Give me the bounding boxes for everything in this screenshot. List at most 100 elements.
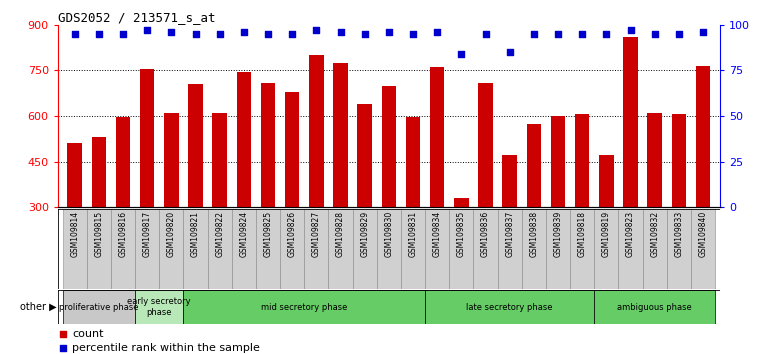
Point xyxy=(262,31,274,37)
Text: GSM109824: GSM109824 xyxy=(239,211,249,257)
Bar xyxy=(261,82,275,207)
Point xyxy=(697,29,709,35)
Bar xyxy=(188,84,203,207)
Bar xyxy=(68,143,82,207)
Bar xyxy=(696,66,710,207)
Point xyxy=(238,29,250,35)
Bar xyxy=(623,37,638,207)
Point xyxy=(359,31,371,37)
Point xyxy=(600,31,612,37)
Bar xyxy=(478,82,493,207)
Point xyxy=(57,331,69,337)
Text: GSM109830: GSM109830 xyxy=(384,211,393,257)
Text: GSM109819: GSM109819 xyxy=(602,211,611,257)
Bar xyxy=(570,209,594,289)
Bar xyxy=(208,209,232,289)
Bar xyxy=(425,290,594,324)
Text: GSM109820: GSM109820 xyxy=(167,211,176,257)
Text: GSM109817: GSM109817 xyxy=(142,211,152,257)
Point xyxy=(141,27,153,33)
Bar xyxy=(183,209,208,289)
Bar xyxy=(213,113,227,207)
Text: GSM109840: GSM109840 xyxy=(698,211,708,257)
Point xyxy=(407,31,419,37)
Point xyxy=(455,51,467,57)
Text: GSM109827: GSM109827 xyxy=(312,211,321,257)
Point xyxy=(92,31,105,37)
Bar xyxy=(648,113,662,207)
Text: count: count xyxy=(72,329,104,339)
Bar xyxy=(159,209,183,289)
Text: GSM109816: GSM109816 xyxy=(119,211,128,257)
Text: GSM109826: GSM109826 xyxy=(288,211,296,257)
Point xyxy=(286,31,298,37)
Bar xyxy=(135,209,159,289)
Text: GSM109823: GSM109823 xyxy=(626,211,635,257)
Text: GSM109837: GSM109837 xyxy=(505,211,514,257)
Bar xyxy=(353,209,377,289)
Bar xyxy=(503,155,517,207)
Bar xyxy=(329,209,353,289)
Bar xyxy=(599,155,614,207)
Text: GSM109822: GSM109822 xyxy=(215,211,224,257)
Bar xyxy=(594,290,715,324)
Text: other ▶: other ▶ xyxy=(20,302,56,312)
Bar xyxy=(474,209,497,289)
Point xyxy=(57,346,69,351)
Point xyxy=(504,49,516,55)
Point xyxy=(552,31,564,37)
Text: proliferative phase: proliferative phase xyxy=(59,303,139,312)
Text: GSM109832: GSM109832 xyxy=(650,211,659,257)
Point xyxy=(69,31,81,37)
Text: early secretory
phase: early secretory phase xyxy=(128,297,191,317)
Point xyxy=(480,31,492,37)
Point xyxy=(624,27,637,33)
Bar xyxy=(527,124,541,207)
Bar xyxy=(164,113,179,207)
Bar xyxy=(551,116,565,207)
Bar xyxy=(377,209,401,289)
Point xyxy=(334,29,346,35)
Bar xyxy=(401,209,425,289)
Text: GSM109818: GSM109818 xyxy=(578,211,587,257)
Text: GSM109825: GSM109825 xyxy=(263,211,273,257)
Bar xyxy=(522,209,546,289)
Bar xyxy=(111,209,135,289)
Bar xyxy=(135,290,183,324)
Bar xyxy=(232,209,256,289)
Text: GSM109838: GSM109838 xyxy=(529,211,538,257)
Bar xyxy=(671,114,686,207)
Text: GSM109828: GSM109828 xyxy=(336,211,345,257)
Point xyxy=(117,31,129,37)
Text: mid secretory phase: mid secretory phase xyxy=(261,303,347,312)
Text: GSM109835: GSM109835 xyxy=(457,211,466,257)
Text: ambiguous phase: ambiguous phase xyxy=(618,303,692,312)
Bar xyxy=(236,72,251,207)
Bar xyxy=(618,209,643,289)
Point xyxy=(383,29,395,35)
Text: GSM109834: GSM109834 xyxy=(433,211,442,257)
Bar xyxy=(382,86,396,207)
Bar xyxy=(62,209,87,289)
Bar xyxy=(430,67,444,207)
Point xyxy=(310,27,323,33)
Text: percentile rank within the sample: percentile rank within the sample xyxy=(72,343,260,353)
Bar xyxy=(333,63,348,207)
Bar xyxy=(454,198,469,207)
Text: GSM109814: GSM109814 xyxy=(70,211,79,257)
Point xyxy=(189,31,202,37)
Bar xyxy=(285,92,300,207)
Bar xyxy=(643,209,667,289)
Bar xyxy=(280,209,304,289)
Point xyxy=(213,31,226,37)
Bar xyxy=(691,209,715,289)
Point xyxy=(166,29,178,35)
Bar xyxy=(87,209,111,289)
Text: GSM109815: GSM109815 xyxy=(95,211,103,257)
Text: GSM109839: GSM109839 xyxy=(554,211,563,257)
Point xyxy=(648,31,661,37)
Text: late secretory phase: late secretory phase xyxy=(467,303,553,312)
Text: GSM109829: GSM109829 xyxy=(360,211,369,257)
Text: GDS2052 / 213571_s_at: GDS2052 / 213571_s_at xyxy=(58,11,216,24)
Bar xyxy=(575,114,590,207)
